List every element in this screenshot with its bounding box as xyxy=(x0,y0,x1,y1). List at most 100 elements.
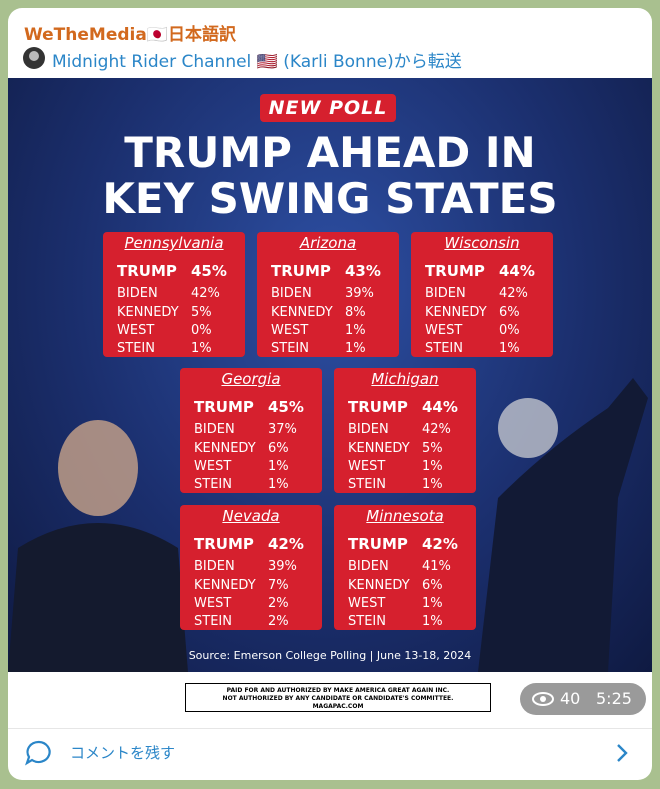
state-name: Minnesota xyxy=(366,507,444,525)
candidate: KENNEDY xyxy=(194,440,256,456)
state-box: Nevada TRUMP 42% BIDEN 39% KENNEDY 7% WEST 2% STE… xyxy=(180,505,322,630)
candidate: STEIN xyxy=(194,477,232,493)
meta-pill: 40 5:25 xyxy=(520,683,646,715)
candidate: WEST xyxy=(348,458,386,474)
comment-button[interactable]: コメントを残す xyxy=(70,744,176,762)
percentage: 42% xyxy=(499,286,528,302)
candidate: STEIN xyxy=(348,614,386,630)
candidate: WEST xyxy=(194,458,232,474)
state-name: Arizona xyxy=(299,234,357,252)
candidate: BIDEN xyxy=(194,559,235,575)
state-name: Nevada xyxy=(222,507,280,525)
candidate: BIDEN xyxy=(117,286,158,302)
candidate: KENNEDY xyxy=(348,440,410,456)
disclaimer-line: PAID FOR AND AUTHORIZED BY MAKE AMERICA … xyxy=(226,687,450,694)
candidate: TRUMP xyxy=(348,398,408,416)
time: 5:25 xyxy=(596,689,632,708)
candidate: KENNEDY xyxy=(425,304,487,320)
candidate: BIDEN xyxy=(425,286,466,302)
percentage: 1% xyxy=(422,477,443,493)
title-line: TRUMP AHEAD IN xyxy=(124,128,536,177)
chevron[interactable] xyxy=(614,741,630,765)
percentage: 37% xyxy=(268,422,297,438)
background-figures xyxy=(8,378,648,672)
percentage: 1% xyxy=(422,458,443,474)
candidate: STEIN xyxy=(271,341,309,357)
candidate: STEIN xyxy=(348,477,386,493)
percentage: 42% xyxy=(191,286,220,302)
percentage: 1% xyxy=(268,458,289,474)
candidate: TRUMP xyxy=(425,262,485,280)
comment-icon xyxy=(25,740,51,766)
candidate: KENNEDY xyxy=(348,577,410,593)
percentage: 1% xyxy=(422,614,443,630)
candidate: KENNEDY xyxy=(271,304,333,320)
channel-name[interactable]: WeTheMedia🇯🇵日本語訳 xyxy=(24,25,236,45)
percentage: 1% xyxy=(191,341,212,357)
candidate: BIDEN xyxy=(194,422,235,438)
percentage: 45% xyxy=(268,398,304,416)
forwarded-from[interactable]: Midnight Rider Channel 🇺🇸 (Karli Bonne)か… xyxy=(52,52,462,72)
percentage: 6% xyxy=(268,440,289,456)
state-box: Minnesota TRUMP 42% BIDEN 41% KENNEDY 6% WEST 1%… xyxy=(334,505,476,630)
percentage: 0% xyxy=(191,322,212,338)
percentage: 42% xyxy=(268,535,304,553)
post-card: WeTheMedia🇯🇵日本語訳 Midnight Rider Channel … xyxy=(8,8,652,780)
state-name: Pennsylvania xyxy=(124,234,224,252)
state-name: Michigan xyxy=(371,370,439,388)
candidate: WEST xyxy=(194,595,232,611)
percentage: 39% xyxy=(268,559,297,575)
percentage: 42% xyxy=(422,422,451,438)
candidate: WEST xyxy=(425,322,463,338)
badge: NEW POLL xyxy=(260,94,396,122)
percentage: 43% xyxy=(345,262,381,280)
percentage: 0% xyxy=(499,322,520,338)
percentage: 42% xyxy=(422,535,458,553)
state-name: Wisconsin xyxy=(444,234,520,252)
percentage: 5% xyxy=(422,440,443,456)
title: TRUMP AHEAD IN KEY SWING STATES xyxy=(8,130,652,222)
percentage: 6% xyxy=(499,304,520,320)
percentage: 1% xyxy=(345,341,366,357)
candidate: TRUMP xyxy=(271,262,331,280)
candidate: BIDEN xyxy=(348,559,389,575)
percentage: 2% xyxy=(268,595,289,611)
candidate: STEIN xyxy=(117,341,155,357)
candidate: STEIN xyxy=(425,341,463,357)
candidate: KENNEDY xyxy=(117,304,179,320)
state-box: Arizona TRUMP 43% BIDEN 39% KENNEDY 8% WEST 1% ST… xyxy=(257,232,399,357)
candidate: TRUMP xyxy=(117,262,177,280)
avatar xyxy=(23,47,45,69)
candidate: BIDEN xyxy=(348,422,389,438)
candidate: WEST xyxy=(117,322,155,338)
candidate: WEST xyxy=(271,322,309,338)
percentage: 6% xyxy=(422,577,443,593)
state-box: Michigan TRUMP 44% BIDEN 42% KENNEDY 5% WEST 1% S… xyxy=(334,368,476,493)
state-box: Georgia TRUMP 45% BIDEN 37% KENNEDY 6% WEST 1% ST… xyxy=(180,368,322,493)
percentage: 39% xyxy=(345,286,374,302)
poll-image[interactable]: NEW POLL TRUMP AHEAD IN KEY SWING STATES … xyxy=(8,78,652,672)
candidate: STEIN xyxy=(194,614,232,630)
candidate: TRUMP xyxy=(194,398,254,416)
percentage: 44% xyxy=(422,398,458,416)
disclaimer: PAID FOR AND AUTHORIZED BY MAKE AMERICA … xyxy=(185,683,491,712)
views-icon xyxy=(532,692,554,706)
state-box: Pennsylvania TRUMP 45% BIDEN 42% KENNEDY 5% WES… xyxy=(103,232,245,357)
state-name: Georgia xyxy=(221,370,281,388)
percentage: 41% xyxy=(422,559,451,575)
disclaimer-line: NOT AUTHORIZED BY ANY CANDIDATE OR CANDI… xyxy=(222,695,454,702)
percentage: 1% xyxy=(422,595,443,611)
percentage: 1% xyxy=(499,341,520,357)
percentage: 7% xyxy=(268,577,289,593)
percentage: 44% xyxy=(499,262,535,280)
divider xyxy=(8,728,652,729)
views: 40 xyxy=(560,689,581,708)
percentage: 5% xyxy=(191,304,212,320)
candidate: BIDEN xyxy=(271,286,312,302)
percentage: 1% xyxy=(345,322,366,338)
percentage: 2% xyxy=(268,614,289,630)
source: Source: Emerson College Polling | June 1… xyxy=(188,649,472,662)
percentage: 1% xyxy=(268,477,289,493)
percentage: 8% xyxy=(345,304,366,320)
